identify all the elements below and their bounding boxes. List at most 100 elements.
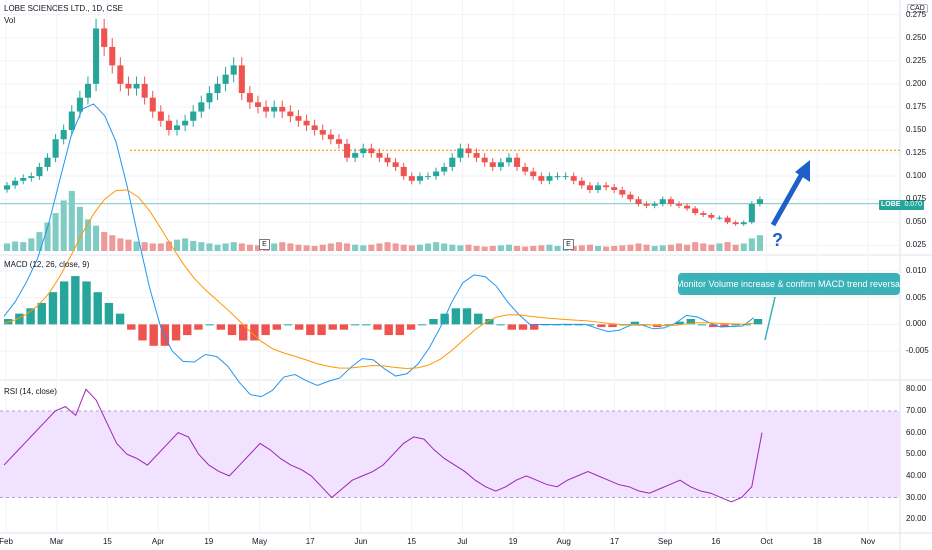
candle-body	[279, 106, 286, 112]
x-tick-7: Jun	[354, 537, 368, 546]
volume-bar	[165, 241, 172, 251]
volume-bar	[530, 245, 537, 251]
volume-bar	[489, 245, 496, 251]
macd-hist-bar	[675, 321, 684, 325]
rsi-tick-3: 50.00	[906, 449, 927, 459]
candle-body	[109, 46, 116, 66]
rsi-tick-4: 40.00	[906, 470, 927, 480]
candle-body	[457, 148, 464, 158]
candle-body	[441, 166, 448, 172]
candle-body	[141, 83, 148, 98]
earnings-marker-1[interactable]: E	[259, 239, 270, 250]
macd-hist-bar	[608, 324, 617, 328]
candle-body	[449, 157, 456, 167]
candle-body	[619, 190, 626, 195]
candle-body	[4, 185, 11, 190]
volume-bar	[368, 244, 375, 251]
macd-hist-bar	[37, 302, 46, 325]
macd-hist-bar	[630, 321, 640, 325]
candle-body	[52, 139, 59, 158]
volume-bar	[740, 243, 747, 251]
candle-body	[36, 166, 43, 177]
volume-bar	[627, 244, 634, 251]
earnings-marker-2[interactable]: E	[563, 239, 574, 250]
candle-body	[44, 157, 51, 167]
macd-hist-bar	[373, 324, 382, 330]
volume-bar	[182, 238, 189, 251]
volume-bar	[344, 243, 351, 251]
x-tick-14: 16	[711, 537, 721, 546]
macd-hist-bar	[194, 324, 203, 330]
volume-bar	[392, 243, 399, 251]
volume-bar	[748, 238, 755, 251]
x-tick-4: 19	[204, 537, 214, 546]
volume-bar	[457, 245, 464, 251]
volume-bar	[125, 239, 132, 251]
volume-bar	[756, 235, 763, 251]
candle-body	[497, 162, 504, 167]
rsi-tick-5: 30.00	[906, 492, 927, 502]
candle-body	[724, 217, 731, 223]
candle-body	[335, 139, 342, 144]
candle-body	[327, 134, 334, 140]
macd-hist-bar	[138, 324, 147, 341]
volume-bar	[174, 239, 181, 251]
x-tick-3: Apr	[151, 537, 165, 546]
candle-body	[522, 166, 529, 172]
volume-bar	[109, 235, 116, 251]
macd-hist-bar	[183, 324, 192, 336]
candle-body	[222, 74, 229, 84]
rsi-band	[0, 410, 900, 498]
macd-hist-bar	[283, 324, 293, 326]
volume-bar	[586, 244, 593, 251]
candle-body	[514, 157, 521, 167]
candle-body	[238, 65, 245, 94]
candle-body	[319, 130, 326, 135]
volume-bar	[230, 242, 237, 251]
macd-hist-bar	[485, 319, 494, 325]
candle-body	[287, 111, 294, 117]
volume-bar	[514, 245, 521, 251]
candle-body	[594, 185, 602, 190]
candle-body	[684, 205, 691, 209]
macd-hist-bar	[731, 324, 740, 326]
candle-body	[20, 178, 27, 181]
macd-hist-bar	[418, 324, 427, 326]
x-tick-2: 15	[102, 537, 112, 546]
candle-body	[481, 157, 488, 163]
candle-body	[360, 148, 367, 154]
currency-badge[interactable]: CAD	[907, 4, 928, 13]
x-tick-0: Feb	[0, 537, 13, 546]
candle-body	[611, 187, 618, 190]
macd-tick-0: 0.010	[906, 265, 927, 275]
candle-body	[311, 125, 318, 130]
volume-bar	[311, 245, 318, 251]
volume-bar	[254, 245, 262, 251]
macd-hist-bar	[518, 324, 528, 330]
volume-bar	[546, 244, 553, 251]
volume-bar	[352, 244, 359, 251]
candle-body	[700, 213, 707, 215]
x-tick-13: Sep	[658, 537, 673, 546]
candle-body	[692, 208, 699, 214]
candle-body	[60, 130, 67, 140]
x-tick-10: 19	[508, 537, 518, 546]
last-price-symbol: LOBE	[881, 201, 901, 208]
macd-tick-3: -0.005	[906, 346, 929, 356]
volume-bar	[675, 243, 683, 251]
candle-body	[659, 199, 666, 204]
volume-bar	[635, 243, 642, 251]
macd-hist-bar	[720, 324, 729, 328]
volume-bar	[724, 242, 731, 251]
candle-body	[546, 176, 553, 181]
candle-body	[157, 111, 164, 121]
volume-bar	[4, 243, 11, 251]
volume-bar	[465, 244, 472, 251]
volume-bar	[692, 242, 699, 251]
candle-body	[603, 185, 610, 188]
volume-bar	[303, 245, 310, 251]
macd-hist-bar	[686, 319, 696, 325]
volume-bar	[684, 244, 691, 251]
candle-body	[392, 162, 399, 167]
